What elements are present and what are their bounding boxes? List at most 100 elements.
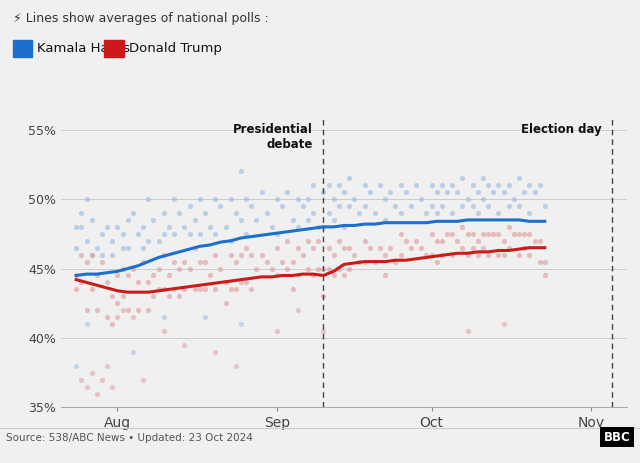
Point	[282, 237, 292, 244]
Point	[231, 258, 241, 265]
Point	[344, 175, 355, 182]
Point	[189, 244, 200, 251]
Point	[333, 181, 344, 189]
Point	[169, 286, 179, 293]
Point	[92, 307, 102, 314]
Point	[431, 209, 442, 217]
Point	[92, 244, 102, 251]
Point	[143, 237, 154, 244]
Point	[81, 383, 92, 390]
Point	[154, 237, 164, 244]
Text: Presidential
debate: Presidential debate	[233, 123, 313, 150]
Point	[390, 258, 401, 265]
Point	[303, 216, 313, 224]
Point	[205, 272, 215, 279]
Point	[154, 265, 164, 272]
Point	[504, 181, 514, 189]
Point	[463, 327, 473, 335]
Point	[292, 223, 303, 231]
Point	[76, 223, 86, 231]
Point	[499, 320, 509, 328]
Point	[529, 188, 540, 196]
Point	[205, 223, 215, 231]
Point	[375, 244, 385, 251]
Point	[159, 209, 169, 217]
Point	[534, 237, 545, 244]
Point	[97, 251, 107, 258]
Point	[292, 307, 303, 314]
Point	[272, 244, 282, 251]
Point	[349, 251, 360, 258]
Point	[76, 376, 86, 383]
Point	[493, 230, 504, 238]
Point	[246, 202, 257, 210]
Point	[226, 251, 236, 258]
Point	[385, 244, 396, 251]
Point	[241, 230, 252, 238]
Point	[442, 188, 452, 196]
Point	[128, 209, 138, 217]
Point	[483, 230, 493, 238]
Point	[401, 237, 411, 244]
Point	[246, 286, 257, 293]
Point	[514, 251, 524, 258]
Point	[159, 327, 169, 335]
Point	[339, 244, 349, 251]
Point	[411, 237, 421, 244]
Point	[292, 195, 303, 203]
Point	[133, 307, 143, 314]
Point	[349, 195, 360, 203]
Point	[257, 188, 267, 196]
Point	[71, 244, 81, 251]
Point	[380, 251, 390, 258]
Point	[339, 223, 349, 231]
Point	[436, 181, 447, 189]
Point	[504, 244, 514, 251]
Point	[483, 251, 493, 258]
Point	[195, 286, 205, 293]
Point	[478, 230, 488, 238]
Point	[236, 216, 246, 224]
Point	[514, 202, 524, 210]
Point	[344, 265, 355, 272]
Point	[318, 293, 328, 300]
Point	[138, 244, 148, 251]
Point	[86, 369, 97, 376]
Point	[323, 181, 333, 189]
Point	[436, 237, 447, 244]
Point	[138, 258, 148, 265]
Point	[318, 327, 328, 335]
Point	[86, 216, 97, 224]
Point	[169, 230, 179, 238]
Point	[154, 286, 164, 293]
Point	[447, 181, 457, 189]
Point	[195, 230, 205, 238]
Point	[169, 195, 179, 203]
Point	[189, 216, 200, 224]
Point	[431, 258, 442, 265]
Point	[215, 202, 225, 210]
Point	[458, 223, 468, 231]
Point	[396, 230, 406, 238]
Point	[524, 230, 534, 238]
Point	[272, 272, 282, 279]
Point	[483, 202, 493, 210]
Point	[164, 223, 174, 231]
Point	[179, 286, 189, 293]
Point	[401, 188, 411, 196]
Point	[468, 202, 478, 210]
Point	[534, 258, 545, 265]
Text: Kamala Harris: Kamala Harris	[37, 42, 130, 55]
Point	[303, 195, 313, 203]
Point	[262, 258, 272, 265]
Point	[97, 258, 107, 265]
Text: BBC: BBC	[604, 431, 630, 444]
Point	[360, 181, 370, 189]
Point	[328, 251, 339, 258]
Point	[128, 265, 138, 272]
Point	[426, 230, 436, 238]
Point	[463, 251, 473, 258]
Point	[298, 251, 308, 258]
Point	[252, 265, 262, 272]
Point	[107, 293, 117, 300]
